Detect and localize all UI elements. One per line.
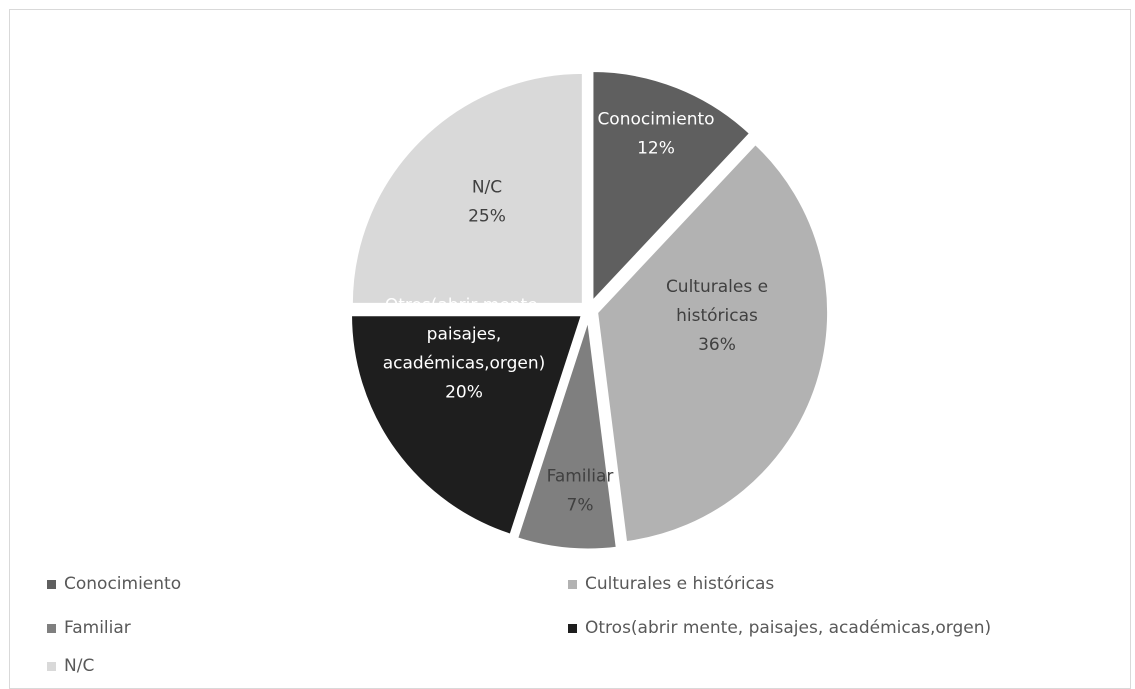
slice-label-2: Familiar 7% [547,467,614,516]
pie-slice-3 [349,313,585,538]
pie-labels: Conocimiento 12% Culturales e históricas 36%… [383,110,768,516]
pie-slice-0 [590,69,753,307]
pie-slice-1 [595,141,831,545]
pie-slice-4 [349,70,585,306]
pie-slice-2 [514,317,620,552]
slice-label-1: Culturales e históricas 36% [666,277,768,355]
slice-label-0: Conocimiento 12% [597,110,714,159]
slice-label-3: Otros(abrir mente, paisajes, académicas,or… [383,296,546,403]
slice-label-4: N/C 25% [468,178,506,227]
pie-slices [349,69,831,552]
